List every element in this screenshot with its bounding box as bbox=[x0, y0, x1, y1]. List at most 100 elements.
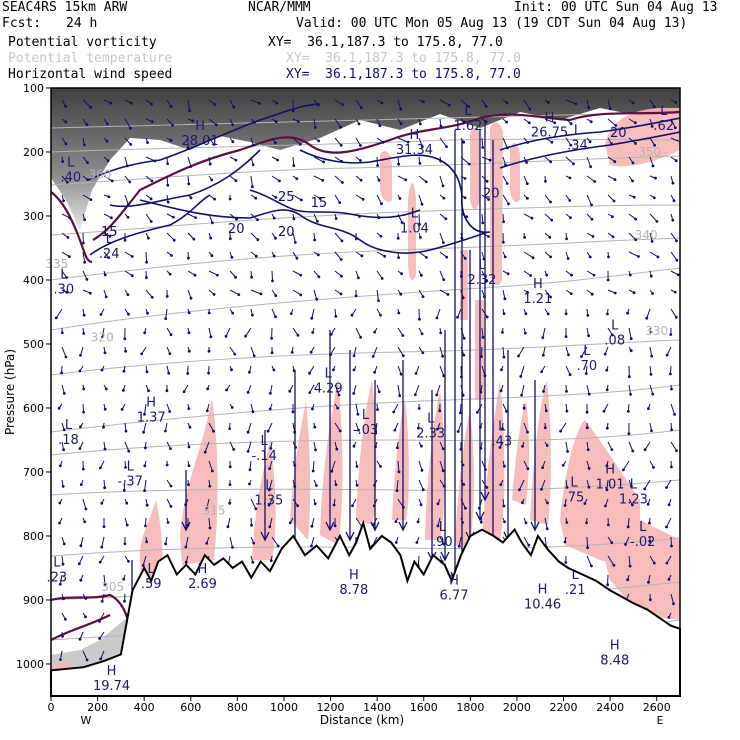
extremum-value: 19.74 bbox=[93, 679, 130, 694]
field-pv-name: Potential vorticity bbox=[8, 35, 157, 50]
extremum-marker: H bbox=[146, 395, 156, 410]
extremum-value: 31.34 bbox=[396, 143, 433, 158]
extremum-value: 8.48 bbox=[600, 654, 629, 669]
extremum-value: .21 bbox=[565, 583, 586, 598]
y-tick-label: 900 bbox=[23, 594, 44, 607]
extremum-marker: L bbox=[65, 418, 73, 433]
x-tick-label: 200 bbox=[87, 701, 108, 714]
extremum-marker: L bbox=[427, 411, 435, 426]
y-tick-label: 400 bbox=[23, 274, 44, 287]
extremum-marker: L bbox=[127, 459, 135, 474]
extremum-marker: H bbox=[349, 568, 359, 583]
x-tick-label: 2600 bbox=[643, 701, 671, 714]
extremum-marker: H bbox=[545, 111, 555, 126]
theta-contour-label: 305 bbox=[101, 580, 124, 594]
plot-frame bbox=[50, 87, 681, 697]
pv-contours bbox=[51, 110, 680, 677]
extremum-value: .59 bbox=[141, 577, 162, 592]
x-tick-label: 400 bbox=[134, 701, 155, 714]
extremum-value: 28.01 bbox=[181, 134, 218, 149]
wind-speed-contour-label: 20 bbox=[610, 126, 627, 141]
extremum-marker: L bbox=[583, 344, 591, 359]
terrain bbox=[50, 519, 681, 697]
theta-contour-label: 360 bbox=[88, 167, 111, 181]
extremum-value: .43 bbox=[491, 435, 512, 450]
updraft-vectors bbox=[127, 120, 540, 662]
extremum-value: .70 bbox=[576, 359, 597, 374]
extremum-value: 2.69 bbox=[188, 577, 217, 592]
x-tick-label: 1400 bbox=[363, 701, 391, 714]
extremum-marker: H bbox=[538, 582, 548, 597]
extremum-marker: H bbox=[605, 463, 615, 478]
header-fcst-value: 24 h bbox=[66, 16, 98, 31]
extremum-value: 1.04 bbox=[400, 222, 429, 237]
extremum-value: .18 bbox=[58, 433, 79, 448]
x-tick-label: 600 bbox=[180, 701, 201, 714]
extremum-marker: H bbox=[195, 119, 205, 134]
extremum-marker: L bbox=[660, 104, 668, 119]
y-tick-label: 600 bbox=[23, 402, 44, 415]
extremum-marker: L bbox=[574, 123, 582, 138]
extremum-marker: H bbox=[533, 277, 543, 292]
extremum-marker: L bbox=[498, 420, 506, 435]
extremum-marker: H bbox=[198, 562, 208, 577]
y-tick-label: 700 bbox=[23, 466, 44, 479]
extremum-value: -.03 bbox=[353, 423, 378, 438]
extremum-marker: L bbox=[148, 562, 156, 577]
extremum-marker: L bbox=[53, 555, 61, 570]
extremum-value: .75 bbox=[564, 490, 585, 505]
extremum-value: 2.32 bbox=[468, 273, 497, 288]
theta-contour-label: 340 bbox=[635, 228, 658, 242]
extremum-value: 8.78 bbox=[339, 583, 368, 598]
y-tick-label: 300 bbox=[23, 210, 44, 223]
extremum-value: 2.33 bbox=[416, 426, 445, 441]
wind-speed-contour-label: 20 bbox=[278, 225, 295, 240]
extremum-marker: L bbox=[325, 367, 333, 382]
extremum-marker: L bbox=[265, 479, 273, 494]
x-tick-label: 1000 bbox=[270, 701, 298, 714]
extremum-value: 1.37 bbox=[137, 410, 166, 425]
extremum-marker: L bbox=[639, 520, 647, 535]
extremum-marker: H bbox=[610, 639, 620, 654]
extremum-value: -.02 bbox=[630, 535, 655, 550]
y-tick-label: 1000 bbox=[16, 658, 44, 671]
extremum-value: 6.77 bbox=[440, 588, 469, 603]
extremum-marker: L bbox=[362, 408, 370, 423]
theta-contour-label: 350 bbox=[638, 145, 661, 159]
field-pv-xy: XY= 36.1,187.3 to 175.8, 77.0 bbox=[268, 35, 503, 50]
extremum-value: .08 bbox=[604, 334, 625, 349]
y-tick-label: 500 bbox=[23, 338, 44, 351]
field-wind-xy: XY= 36.1,187.3 to 175.8, 77.0 bbox=[286, 67, 521, 82]
header-init: Init: 00 UTC Sun 04 Aug 13 bbox=[514, 0, 718, 15]
extremum-value: 1.35 bbox=[254, 494, 283, 509]
theta-contour-label: 320 bbox=[91, 331, 114, 345]
extremum-value: -.37 bbox=[118, 474, 143, 489]
x-end-label-west: W bbox=[81, 714, 92, 727]
field-theta-name: Potential temperature bbox=[8, 51, 173, 66]
extremum-marker: L bbox=[570, 475, 578, 490]
extremum-marker: L bbox=[67, 155, 75, 170]
wind-vectors bbox=[54, 99, 680, 662]
x-tick-label: 2400 bbox=[596, 701, 624, 714]
x-tick-label: 2200 bbox=[550, 701, 578, 714]
x-tick-label: 1800 bbox=[456, 701, 484, 714]
x-tick-label: 1200 bbox=[317, 701, 345, 714]
extremum-value: 1.21 bbox=[523, 292, 552, 307]
field-wind-name: Horizontal wind speed bbox=[8, 67, 173, 82]
extremum-value: 26.75 bbox=[531, 126, 568, 141]
extremum-value: 1.23 bbox=[619, 492, 648, 507]
x-tick-label: 1600 bbox=[410, 701, 438, 714]
extremum-marker: L bbox=[411, 207, 419, 222]
wind-speed-contour-label: 20 bbox=[483, 187, 500, 202]
header-model: SEAC4RS 15km ARW bbox=[2, 0, 128, 15]
y-tick-label: 200 bbox=[23, 146, 44, 159]
extremum-value: 4.29 bbox=[314, 382, 343, 397]
extremum-value: .24 bbox=[99, 247, 120, 262]
extremum-marker: H bbox=[449, 573, 459, 588]
extremum-marker: L bbox=[572, 568, 580, 583]
extremum-value: -.14 bbox=[251, 449, 276, 464]
extremum-marker: L bbox=[106, 232, 114, 247]
extremum-marker: L bbox=[464, 104, 472, 119]
extremum-marker: H bbox=[107, 664, 117, 679]
